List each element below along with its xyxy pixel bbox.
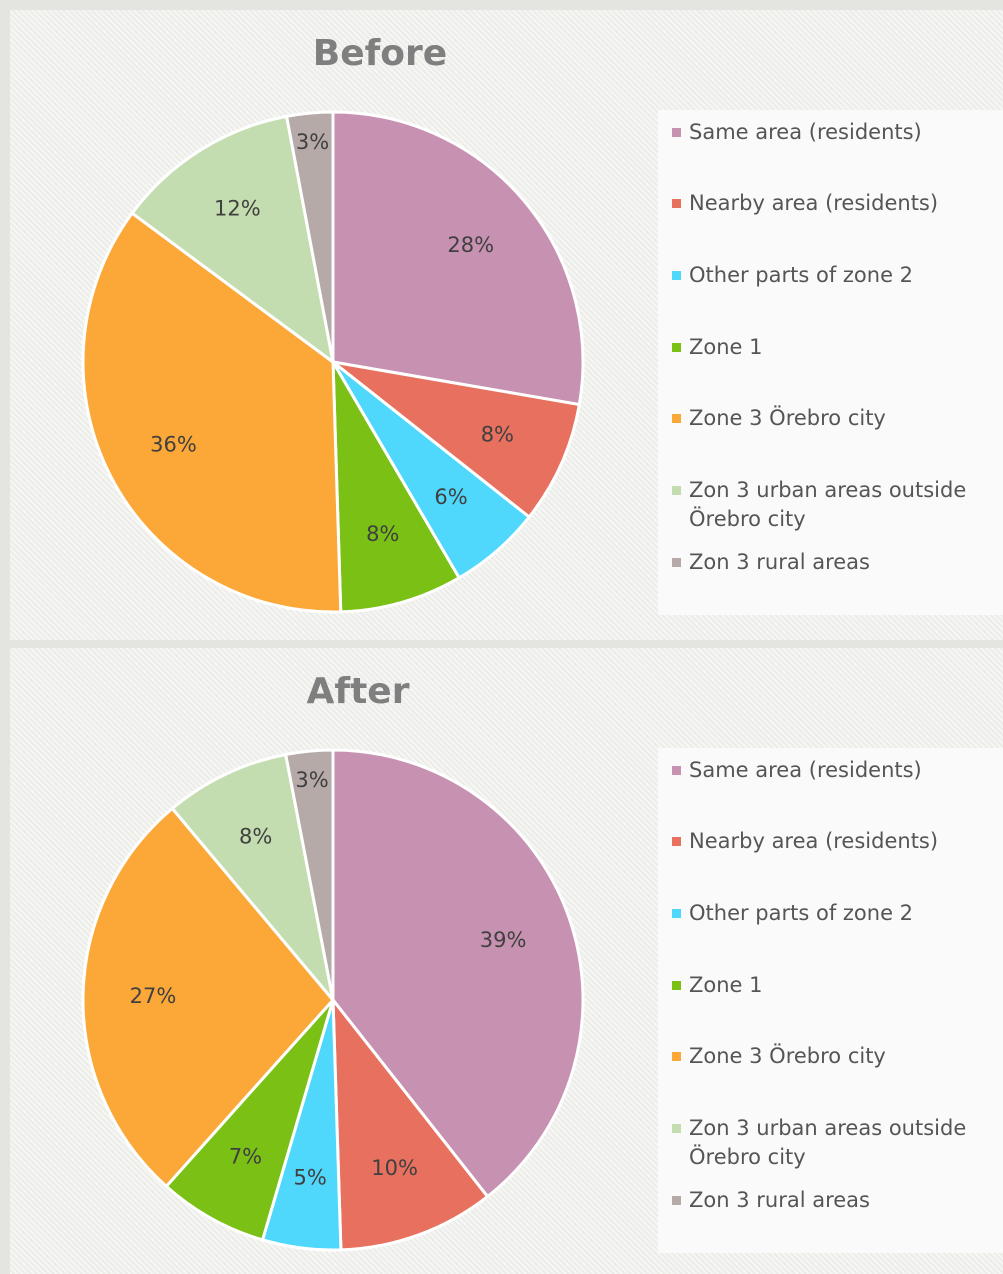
legend-swatch [672, 1196, 681, 1205]
legend-item: Same area (residents) [672, 118, 997, 147]
chart-panel: After 39% 10% 5% 7% 27% 8% 3% Same area (residen… [10, 648, 1003, 1274]
legend-swatch [672, 343, 681, 352]
legend-label: Same area (residents) [689, 758, 922, 782]
data-label: 8% [366, 522, 399, 546]
pie-slice [331, 110, 585, 407]
data-label: 10% [371, 1156, 418, 1180]
data-label: 3% [296, 130, 329, 154]
legend-label: Zone 3 Örebro city [689, 406, 886, 430]
legend-swatch [672, 414, 681, 423]
legend-item: Zon 3 urban areas outside Örebro city [672, 476, 997, 534]
legend-label: Zon 3 rural areas [689, 550, 870, 574]
pie-slice [283, 748, 335, 1001]
legend-label: Nearby area (residents) [689, 191, 939, 215]
legend-swatch [672, 1124, 681, 1133]
legend-swatch [672, 1052, 681, 1061]
pie-chart: After 39% 10% 5% 7% 27% 8% 3% [81, 671, 585, 1252]
data-label: 7% [229, 1144, 262, 1168]
legend-item: Zone 1 [672, 333, 997, 362]
chart-panel: Before 28% 8% 6% 8% 36% 12% 3% Same area (reside… [10, 10, 1003, 640]
legend: Same area (residents) Nearby area (reside… [658, 110, 1003, 615]
legend-item: Other parts of zone 2 [672, 261, 997, 290]
data-label: 28% [447, 233, 494, 257]
legend-item: Nearby area (residents) [672, 189, 997, 218]
pie-slice [81, 211, 343, 614]
legend-label: Zone 1 [689, 335, 763, 359]
legend-label: Zon 3 urban areas outside Örebro city [689, 1116, 967, 1169]
legend-label: Zone 3 Örebro city [689, 1044, 886, 1068]
legend-swatch [672, 909, 681, 918]
legend-swatch [672, 766, 681, 775]
legend-item: Same area (residents) [672, 756, 997, 785]
pie-slice [332, 360, 582, 520]
pie-slice [170, 752, 336, 1006]
legend-item: Zone 3 Örebro city [672, 404, 997, 433]
pie-slice [331, 995, 490, 1252]
data-label: 36% [150, 432, 197, 456]
legend-swatch [672, 558, 681, 567]
data-label: 8% [239, 824, 272, 848]
legend-item: Zon 3 rural areas [672, 548, 997, 577]
legend-label: Same area (residents) [689, 120, 922, 144]
legend-label: Zone 1 [689, 973, 763, 997]
legend-swatch [672, 837, 681, 846]
legend-swatch [672, 271, 681, 280]
legend-item: Zon 3 rural areas [672, 1186, 997, 1215]
legend-label: Zon 3 urban areas outside Örebro city [689, 478, 967, 531]
data-label: 8% [481, 422, 514, 446]
data-label: 27% [130, 984, 177, 1008]
legend: Same area (residents) Nearby area (reside… [658, 748, 1003, 1253]
pie-slice [284, 110, 335, 363]
pie-slice [130, 114, 336, 366]
data-label: 5% [294, 1166, 327, 1190]
legend-swatch [672, 128, 681, 137]
legend-item: Nearby area (residents) [672, 827, 997, 856]
pie-chart: Before 28% 8% 6% 8% 36% 12% 3% [81, 33, 585, 614]
legend-label: Other parts of zone 2 [689, 901, 914, 925]
data-label: 39% [480, 928, 527, 952]
pie-slice [164, 998, 335, 1242]
pie-slice [331, 361, 462, 614]
legend-item: Other parts of zone 2 [672, 899, 997, 928]
legend-item: Zon 3 urban areas outside Örebro city [672, 1114, 997, 1172]
legend-item: Zone 3 Örebro city [672, 1042, 997, 1071]
legend-item: Zone 1 [672, 971, 997, 1000]
chart-title: Before [313, 33, 447, 74]
legend-label: Other parts of zone 2 [689, 263, 914, 287]
legend-swatch [672, 981, 681, 990]
legend-swatch [672, 199, 681, 208]
legend-label: Nearby area (residents) [689, 829, 939, 853]
chart-title: After [307, 671, 410, 712]
legend-label: Zon 3 rural areas [689, 1188, 870, 1212]
data-label: 3% [295, 768, 328, 792]
legend-swatch [672, 486, 681, 495]
data-label: 12% [214, 196, 261, 220]
pie-slice [81, 806, 335, 1189]
data-label: 6% [434, 485, 467, 509]
pie-slice [331, 748, 585, 1199]
